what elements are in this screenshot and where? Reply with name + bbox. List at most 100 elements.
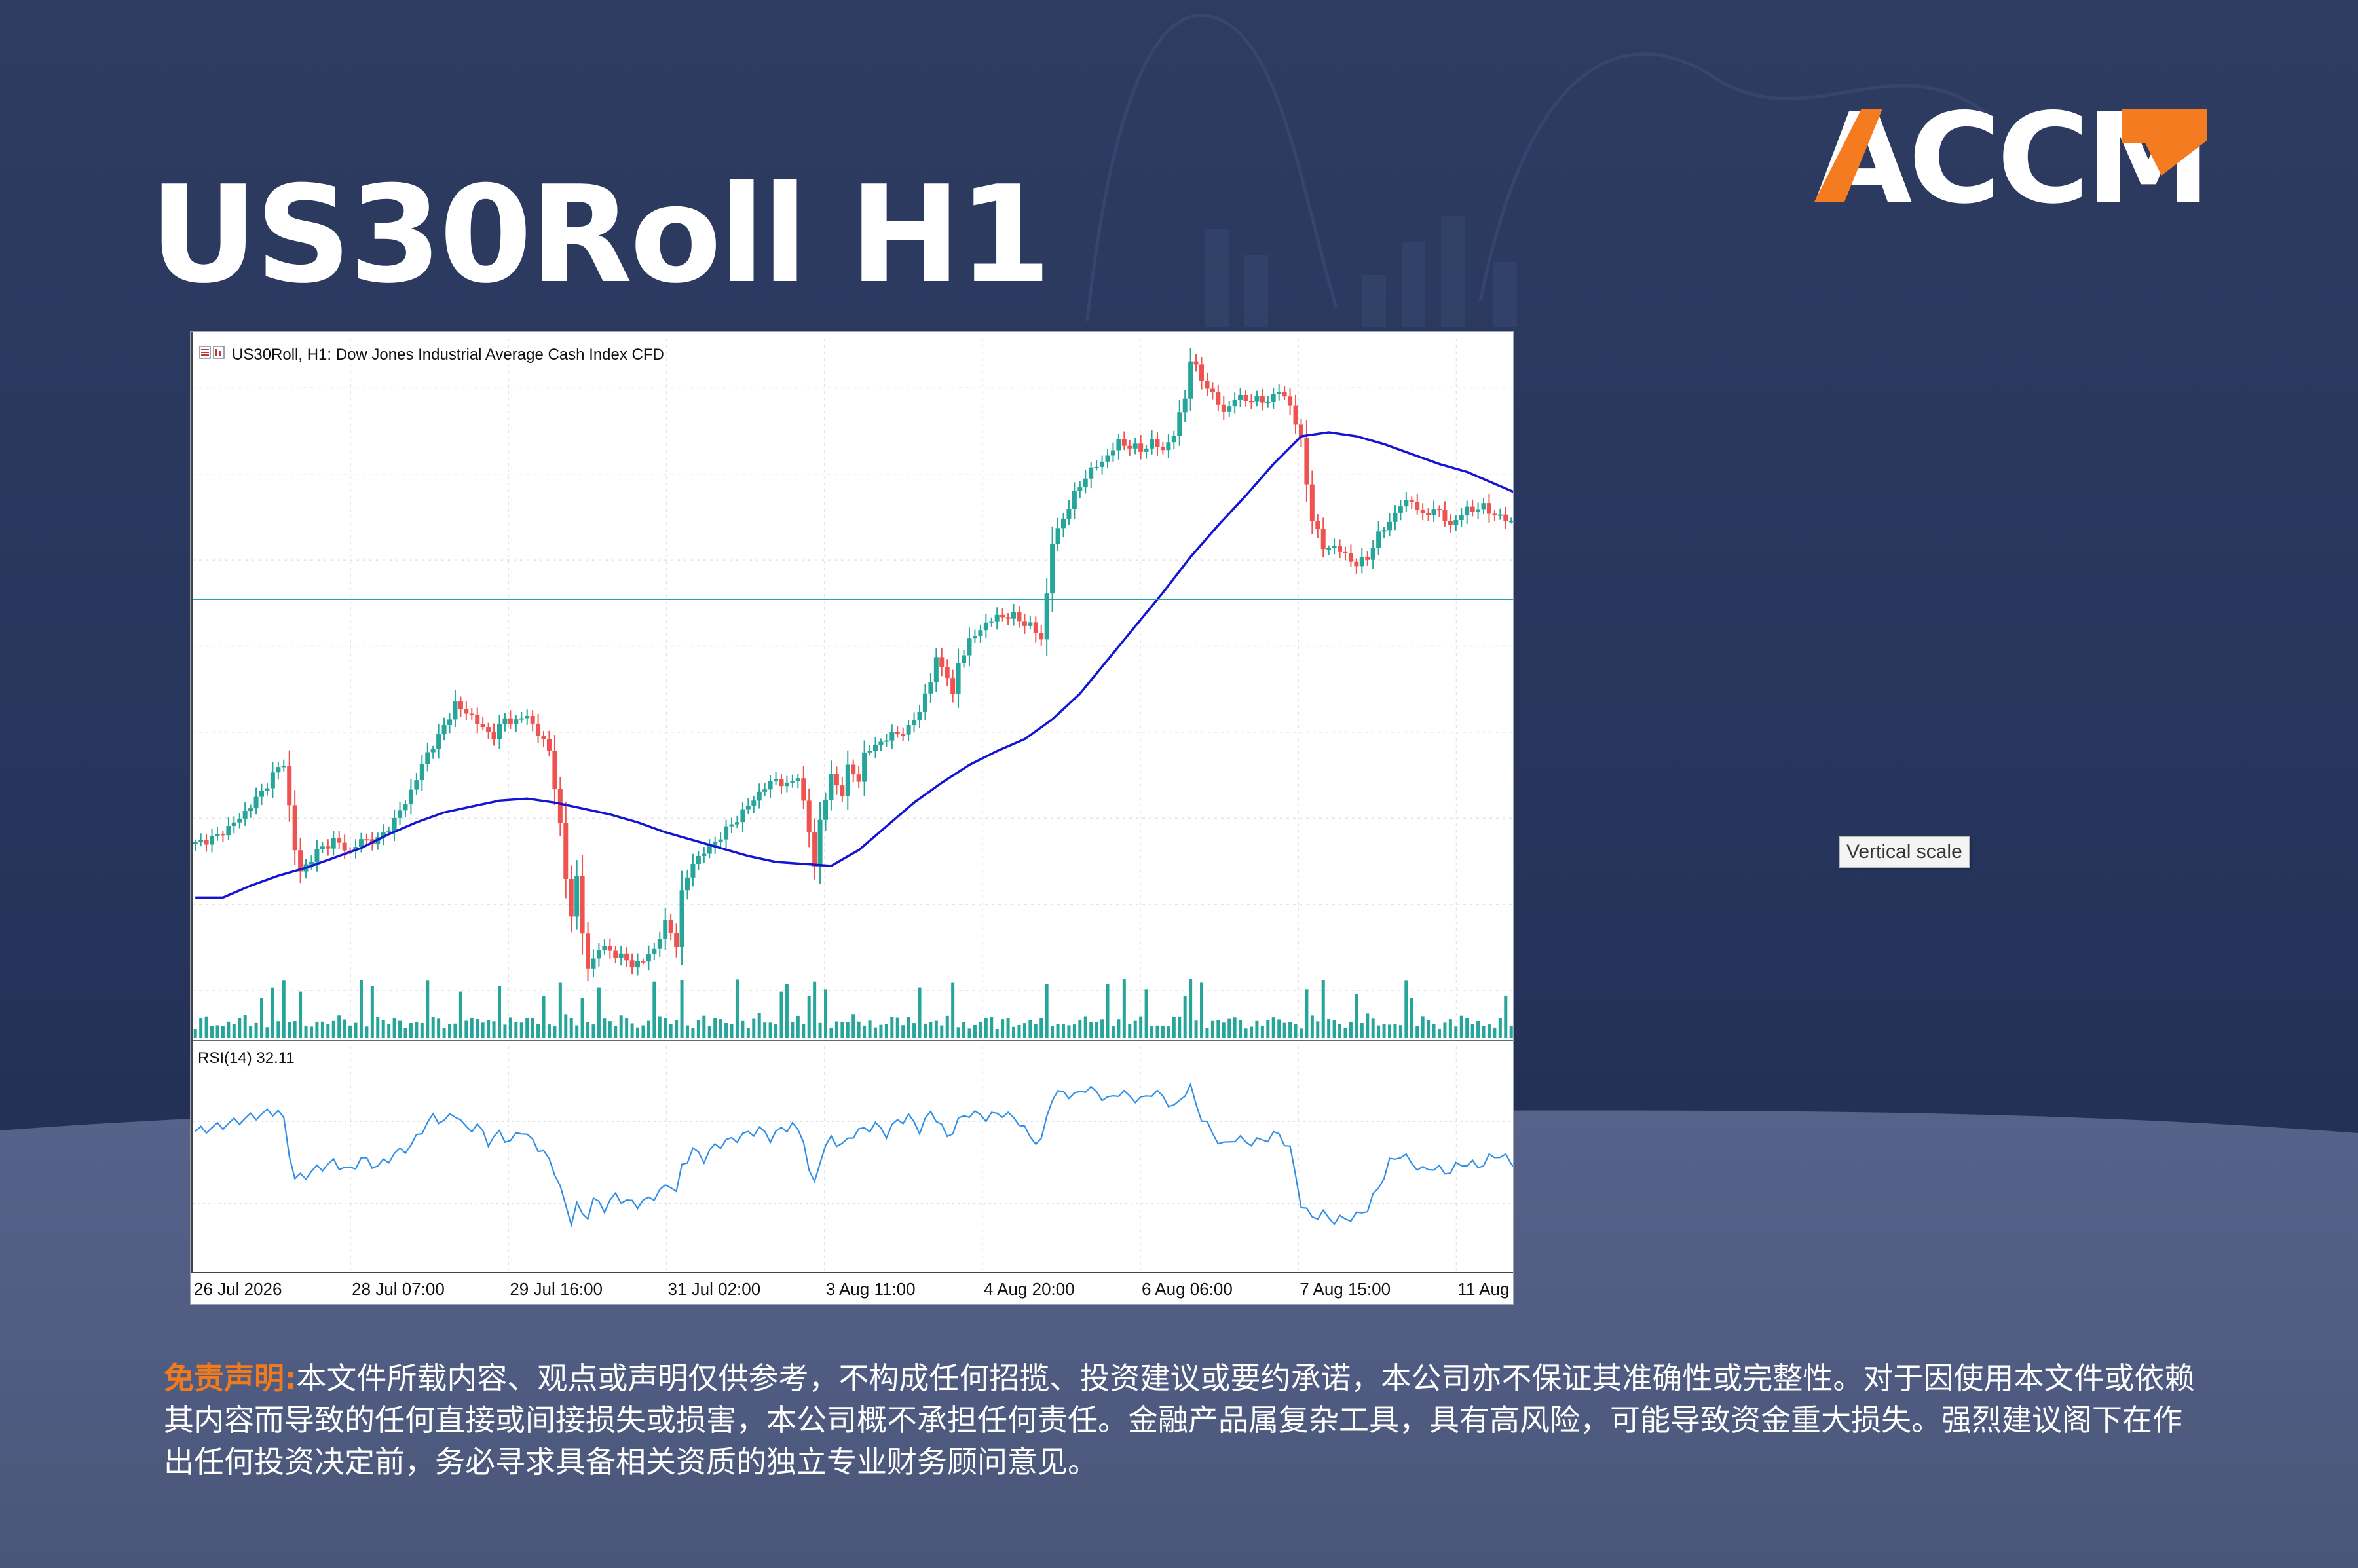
volume-bar	[497, 986, 501, 1038]
volume-bar	[547, 1024, 551, 1038]
candle-body	[1298, 424, 1303, 438]
volume-bar	[359, 980, 363, 1038]
candle-body	[342, 842, 347, 851]
volume-bar	[525, 1018, 529, 1038]
volume-bar	[1493, 1027, 1497, 1038]
candle-body	[768, 781, 773, 790]
candle-body	[657, 939, 662, 949]
volume-bar	[586, 1022, 590, 1038]
candle-body	[1436, 509, 1442, 511]
price-chart[interactable]: 26 Jul 2026 28 Jul 07:00 29 Jul 16:00 31 Ju…	[191, 332, 1513, 1304]
candle-body	[226, 826, 231, 836]
candle-body	[1332, 546, 1337, 548]
candle-body	[563, 823, 569, 879]
volume-bar	[1106, 984, 1110, 1038]
volume-bar	[884, 1024, 888, 1038]
candle-body	[1348, 553, 1353, 562]
chart-menu-icon[interactable]	[199, 345, 225, 365]
volume-bar	[1210, 1020, 1214, 1038]
candle-body	[912, 720, 917, 726]
volume-bar	[243, 1015, 247, 1038]
candle-body	[1448, 521, 1453, 526]
candle-body	[1083, 478, 1088, 488]
volume-bar	[420, 1022, 424, 1038]
candle-body	[337, 838, 342, 843]
candle-body	[795, 778, 800, 781]
disclaimer: 免责声明:本文件所载内容、观点或声明仅供参考，不构成任何招揽、投资建议或要约承诺…	[164, 1357, 2201, 1483]
rsi-indicator-label: RSI(14) 32.11	[198, 1049, 295, 1067]
disclaimer-label: 免责声明:	[164, 1360, 297, 1396]
candle-body	[469, 713, 474, 715]
candle-body	[1381, 530, 1387, 532]
candle-body	[475, 714, 480, 724]
candle-body	[624, 953, 629, 961]
volume-bar	[1216, 1020, 1220, 1038]
volume-bar	[1233, 1017, 1237, 1038]
volume-bar	[227, 1021, 231, 1038]
volume-bar	[652, 981, 656, 1038]
candle-body	[552, 750, 557, 789]
candle-body	[989, 621, 994, 623]
candle-body	[1271, 394, 1276, 402]
candle-body	[602, 946, 607, 950]
candle-body	[386, 831, 392, 833]
volume-bar	[1476, 1020, 1480, 1038]
candle-body	[1033, 622, 1038, 633]
candle-body	[696, 855, 701, 865]
candle-body	[840, 785, 845, 796]
volume-bar	[1448, 1019, 1452, 1038]
candle-body	[663, 920, 668, 939]
candle-body	[845, 764, 850, 796]
candle-body	[430, 749, 436, 753]
volume-bar	[503, 1024, 507, 1038]
candle-body	[607, 946, 612, 951]
candle-body	[398, 810, 403, 818]
volume-bar	[542, 996, 546, 1038]
volume-bar	[1498, 1018, 1502, 1038]
candle-body	[1077, 487, 1083, 491]
volume-bar	[376, 1017, 380, 1038]
candle-body	[1177, 412, 1182, 436]
volume-bar	[608, 1021, 612, 1038]
volume-bar	[415, 1022, 419, 1038]
candle-body	[906, 725, 911, 735]
candle-body	[1260, 396, 1265, 403]
rsi-line	[195, 1082, 1513, 1228]
volume-bar	[868, 1020, 872, 1038]
candle-body	[1017, 612, 1022, 622]
candle-body	[1315, 521, 1320, 529]
disclaimer-text: 本文件所载内容、观点或声明仅供参考，不构成任何招揽、投资建议或要约承诺，本公司亦…	[164, 1360, 2195, 1480]
volume-bar	[1487, 1024, 1491, 1038]
volume-bar	[1470, 1024, 1474, 1038]
volume-bar	[619, 1015, 623, 1038]
candle-body	[1326, 548, 1332, 550]
candle-body	[962, 655, 967, 663]
candle-body	[436, 734, 441, 749]
candle-body	[1398, 506, 1403, 513]
candle-body	[994, 614, 1000, 622]
candle-body	[956, 663, 961, 694]
candle-body	[1188, 361, 1193, 399]
candle-body	[1132, 443, 1138, 449]
candle-body	[447, 719, 453, 725]
volume-bar	[575, 1025, 579, 1038]
volume-bar	[1133, 1020, 1137, 1038]
volume-bar	[1388, 1024, 1392, 1038]
volume-bar	[945, 1015, 949, 1038]
moving-average-line	[195, 431, 1513, 899]
candle-body	[1210, 388, 1215, 392]
candle-body	[1166, 442, 1171, 451]
candle-body	[530, 715, 535, 724]
volume-bar	[470, 1018, 474, 1038]
chart-window[interactable]: 26 Jul 2026 28 Jul 07:00 29 Jul 16:00 31 Ju…	[190, 331, 1514, 1305]
candle-body	[1150, 439, 1155, 449]
candle-body	[1205, 381, 1210, 389]
volume-bar	[1404, 980, 1408, 1038]
candle-body	[414, 780, 419, 790]
volume-bar	[199, 1018, 203, 1038]
volume-bar	[238, 1018, 242, 1038]
volume-bar	[1294, 1024, 1298, 1038]
candle-body	[784, 782, 789, 787]
candle-body	[1442, 510, 1448, 521]
